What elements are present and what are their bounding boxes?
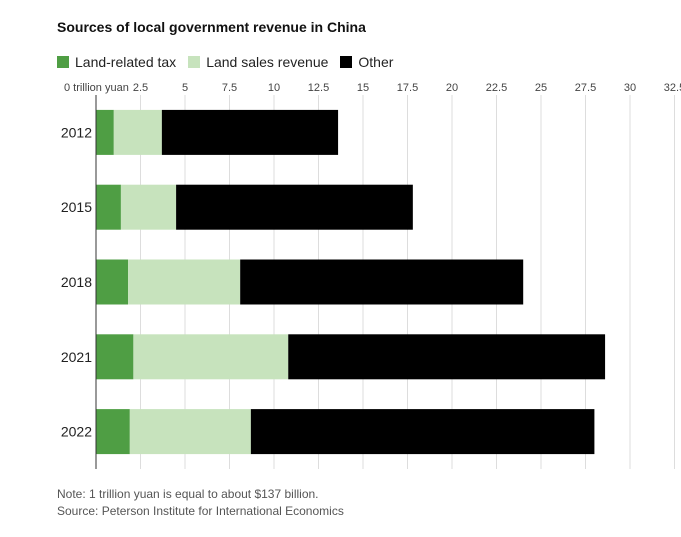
category-label-2018: 2018 (61, 274, 92, 290)
bar-2022-other (250, 409, 595, 455)
bar-2018-land-related-tax (96, 259, 129, 305)
legend-label-land-sales-revenue: Land sales revenue (206, 54, 329, 70)
bar-2012-land-related-tax (96, 109, 114, 155)
footer-source: Source: Peterson Institute for Internati… (57, 504, 344, 518)
grid-layer (140, 95, 675, 469)
legend-swatch-other (340, 56, 353, 68)
chart-title: Sources of local government revenue in C… (57, 19, 366, 35)
x-tick-label-13: 32.5 (664, 82, 681, 94)
legend-label-land-related-tax: Land-related tax (75, 54, 177, 70)
x-tick-label-7: 17.5 (397, 82, 418, 94)
x-tick-label-12: 30 (624, 82, 636, 94)
x-tick-label-0: 0 trillion yuan (64, 82, 129, 94)
bar-2012-other (161, 109, 339, 155)
footer-note: Note: 1 trillion yuan is equal to about … (57, 487, 319, 501)
bar-layer (96, 109, 606, 455)
legend-item-land-sales-revenue: Land sales revenue (188, 54, 328, 70)
x-tick-label-10: 25 (535, 82, 547, 94)
legend: Land-related tax Land sales revenue Othe… (57, 54, 405, 70)
x-tick-label-11: 27.5 (575, 82, 596, 94)
bar-2022-land-sales-revenue (129, 409, 251, 455)
legend-swatch-land-related-tax (57, 56, 69, 68)
x-tick-label-9: 22.5 (486, 82, 507, 94)
category-label-2022: 2022 (61, 424, 92, 440)
x-tick-label-4: 10 (268, 82, 280, 94)
bar-2018-land-sales-revenue (128, 259, 241, 305)
bar-2021-land-sales-revenue (133, 334, 289, 380)
legend-label-other: Other (358, 54, 394, 70)
bar-2018-other (240, 259, 524, 305)
bar-2015-other (176, 184, 413, 230)
category-layer: 2012 2015 2018 2021 2022 (61, 124, 92, 439)
legend-item-land-related-tax: Land-related tax (57, 54, 176, 70)
bar-2012-land-sales-revenue (113, 109, 162, 155)
chart-plot: 0 trillion yuan 2.5 5 7.5 10 12.5 15 17.5 20 22.5… (61, 82, 681, 469)
category-label-2021: 2021 (61, 349, 92, 365)
x-tick-label-2: 5 (182, 82, 188, 94)
bar-2015-land-sales-revenue (120, 184, 177, 230)
category-label-2015: 2015 (61, 199, 92, 215)
chart-footer: Note: 1 trillion yuan is equal to about … (57, 486, 344, 520)
legend-item-other: Other (340, 54, 393, 70)
legend-swatch-land-sales-revenue (188, 56, 201, 68)
bar-2021-other (288, 334, 606, 380)
bar-2022-land-related-tax (96, 409, 130, 455)
x-tick-label-3: 7.5 (222, 82, 237, 94)
bar-2015-land-related-tax (96, 184, 121, 230)
bar-2021-land-related-tax (96, 334, 134, 380)
tick-layer: 0 trillion yuan 2.5 5 7.5 10 12.5 15 17.5 20 22.5… (64, 82, 681, 94)
x-tick-label-8: 20 (446, 82, 458, 94)
x-tick-label-5: 12.5 (308, 82, 329, 94)
category-label-2012: 2012 (61, 124, 92, 140)
x-tick-label-6: 15 (357, 82, 369, 94)
x-tick-label-1: 2.5 (133, 82, 148, 94)
